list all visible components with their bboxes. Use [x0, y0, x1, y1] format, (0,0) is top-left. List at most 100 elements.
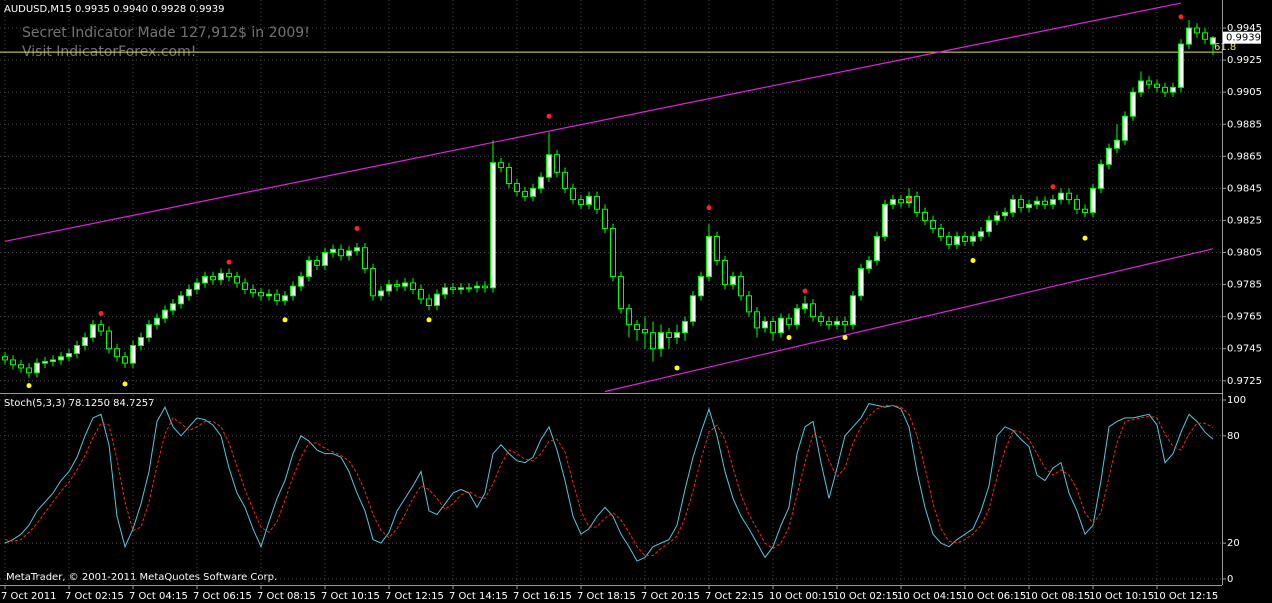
fractal-up	[1050, 184, 1056, 190]
candle-body	[290, 285, 296, 297]
candle-body	[1210, 37, 1216, 45]
candle-body	[314, 260, 320, 266]
candle-body	[378, 290, 384, 297]
candle-body	[394, 284, 400, 287]
candle-body	[386, 284, 392, 292]
candle-body	[1018, 199, 1024, 209]
candle-body	[594, 195, 600, 210]
candle-body	[602, 208, 608, 229]
candle-body	[58, 356, 64, 361]
candle-body	[186, 288, 192, 297]
candle-body	[346, 250, 352, 257]
candle-body	[986, 219, 992, 233]
x-tick-label: 7 Oct 18:15	[577, 591, 636, 602]
candle-body	[706, 235, 712, 278]
candle-body	[914, 195, 920, 213]
y-tick-label: 0.9905	[1227, 87, 1262, 98]
x-tick-label: 7 Oct 22:15	[705, 591, 764, 602]
fractal-down	[282, 317, 288, 323]
candle-body	[826, 320, 832, 326]
x-tick-label: 10 Oct 10:15	[1089, 591, 1154, 602]
candle-body	[138, 336, 144, 347]
candle-body	[450, 287, 456, 290]
candle-body	[26, 367, 32, 374]
candle-body	[674, 332, 680, 338]
fractal-up	[546, 113, 552, 119]
candle-body	[474, 285, 480, 289]
candle-body	[666, 332, 672, 338]
y-tick-label: 0.9765	[1227, 312, 1262, 323]
candle-body	[1106, 147, 1112, 165]
candle-body	[538, 176, 544, 189]
candle-body	[218, 272, 224, 281]
x-tick-label: 7 Oct 2011	[1, 591, 56, 602]
x-tick-label: 7 Oct 06:15	[193, 591, 252, 602]
candle-body	[210, 276, 216, 281]
candle-body	[42, 361, 48, 364]
candle-body	[922, 211, 928, 221]
indicator-title: Stoch(5,3,3) 78.1250 84.7257	[4, 398, 155, 409]
candle-body	[10, 359, 16, 366]
fractal-down	[786, 334, 792, 340]
candle-body	[690, 295, 696, 322]
candle-body	[754, 311, 760, 329]
candle-body	[938, 227, 944, 237]
candle-body	[234, 276, 240, 284]
candle-body	[1138, 80, 1144, 93]
candle-body	[66, 353, 72, 358]
candle-body	[242, 282, 248, 290]
fractal-up	[226, 259, 232, 265]
candle-body	[642, 328, 648, 334]
candle-body	[1170, 86, 1176, 93]
candle-body	[466, 287, 472, 290]
candle-body	[1010, 199, 1016, 213]
candle-body	[946, 235, 952, 245]
candle-body	[362, 247, 368, 270]
channel-line	[604, 248, 1214, 393]
y-tick-label: 0.9865	[1227, 151, 1262, 162]
candle-body	[962, 235, 968, 242]
fractal-down	[970, 258, 976, 264]
candle-body	[978, 231, 984, 237]
candle-body	[418, 288, 424, 300]
candle-body	[282, 295, 288, 302]
y-tick-label: 0.9745	[1227, 344, 1262, 355]
y-tick-label: 20	[1227, 538, 1240, 549]
candle-body	[98, 324, 104, 332]
candle-body	[506, 167, 512, 185]
candle-body	[1058, 192, 1064, 201]
fractal-down	[842, 334, 848, 340]
candle-body	[866, 260, 872, 270]
x-tick-label: 7 Oct 08:15	[257, 591, 316, 602]
x-tick-label: 7 Oct 14:15	[449, 591, 508, 602]
candle-body	[778, 317, 784, 334]
fractal-up	[1178, 14, 1184, 20]
candle-body	[698, 276, 704, 297]
candle-body	[458, 287, 464, 290]
candle-body	[274, 293, 280, 302]
candle-body	[426, 298, 432, 306]
stoch-line	[4, 404, 1214, 557]
candle-body	[50, 359, 56, 363]
candle-body	[586, 195, 592, 205]
candle-body	[90, 324, 96, 338]
x-tick-label: 10 Oct 06:15	[961, 591, 1026, 602]
candle-body	[554, 154, 560, 173]
candle-body	[82, 336, 88, 347]
candle-body	[2, 356, 8, 361]
candle-body	[890, 199, 896, 205]
candle-body	[306, 260, 312, 278]
candle-body	[482, 285, 488, 289]
x-tick-label: 10 Oct 12:15	[1153, 591, 1218, 602]
candle-body	[546, 154, 552, 178]
channel-line	[4, 2, 1182, 242]
candle-body	[570, 187, 576, 201]
candle-body	[1194, 27, 1200, 34]
chart-title: AUDUSD,M15 0.9935 0.9940 0.9928 0.9939	[4, 4, 224, 15]
candle-body	[762, 320, 768, 329]
candle-body	[634, 324, 640, 330]
candle-body	[562, 171, 568, 189]
candle-body	[498, 162, 504, 169]
